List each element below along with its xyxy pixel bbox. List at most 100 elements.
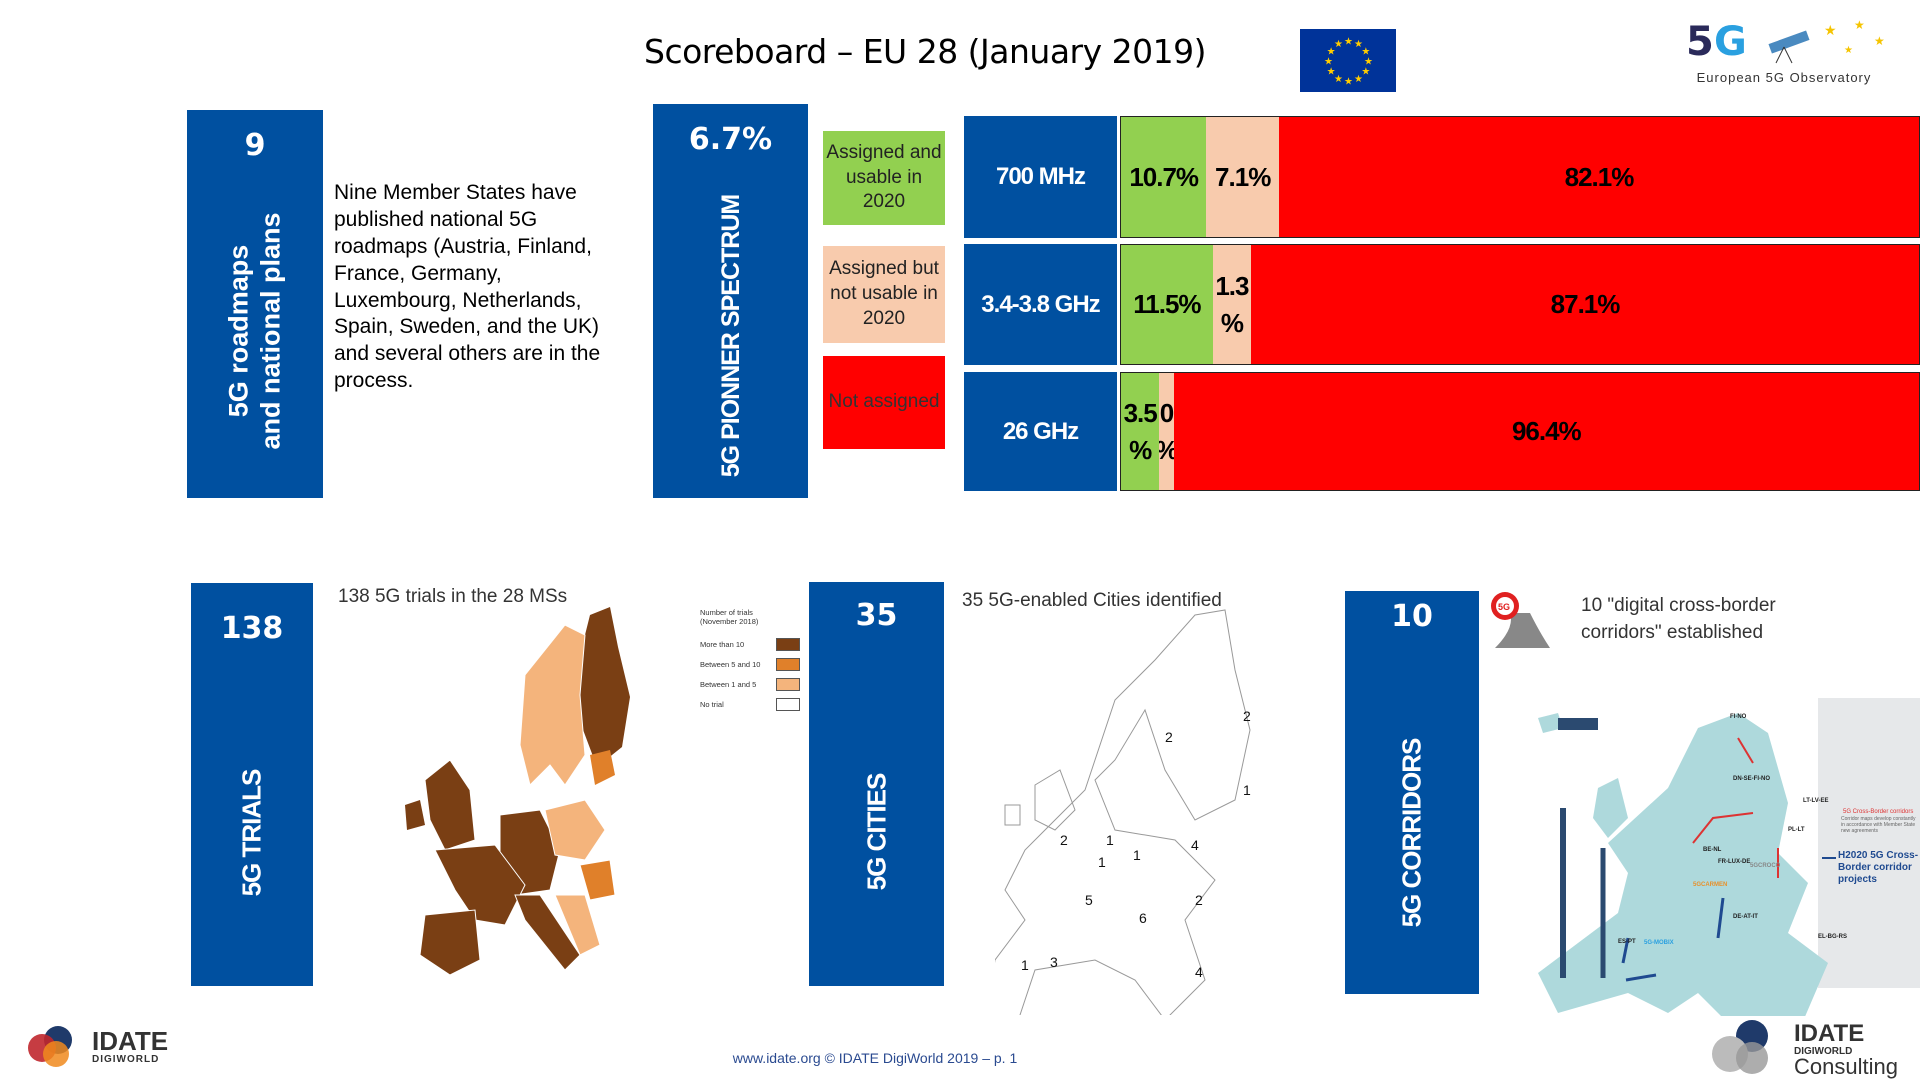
corridor-map-label: 5GCROCO — [1750, 863, 1781, 869]
corridor-map-label: FI-NO — [1730, 714, 1747, 720]
band-segment: 87.1% — [1251, 245, 1919, 364]
corridor-map-label: EL-BG-RS — [1818, 934, 1847, 940]
city-count-label: 1 — [1021, 957, 1029, 973]
trials-value: 138 — [220, 611, 284, 646]
idate-consulting-logo: IDATE DIGIWORLD Consulting — [1706, 1016, 1916, 1079]
svg-text:★: ★ — [1354, 74, 1363, 85]
svg-text:★: ★ — [1327, 47, 1336, 58]
legend-assigned-not-usable: Assigned but not usable in 2020 — [823, 246, 945, 343]
page-title: Scoreboard – EU 28 (January 2019) — [644, 32, 1207, 71]
trials-kpi-box: 138 5G TRIALS — [191, 583, 313, 986]
svg-text:★: ★ — [1327, 67, 1336, 78]
trials-legend: Number of trials (November 2018) More th… — [700, 608, 800, 714]
corridor-map-label: PL-LT — [1788, 827, 1805, 833]
idate-right-logo-text: IDATE — [1794, 1020, 1865, 1047]
city-count-label: 6 — [1139, 910, 1147, 926]
roadmaps-kpi-box: 9 5G roadmaps and national plans — [187, 110, 323, 498]
svg-text:5: 5 — [1686, 19, 1714, 65]
trials-legend-item: More than 10 — [700, 634, 800, 654]
corridor-map-label: LT-LV-EE — [1803, 798, 1828, 804]
band-bar: 10.7% 7.1% 82.1% — [1120, 116, 1920, 238]
corridor-map-label: ES-PT — [1618, 939, 1636, 945]
idate-digiworld-logo: IDATE DIGIWORLD — [22, 1022, 197, 1070]
idate-left-logo-sub: DIGIWORLD — [92, 1054, 160, 1065]
trials-legend-swatch — [776, 657, 800, 671]
svg-text:G: G — [1714, 19, 1747, 65]
corridors-value: 10 — [1391, 599, 1433, 634]
band-segment: 10.7% — [1121, 117, 1207, 237]
band-segment: 96.4% — [1173, 373, 1919, 490]
svg-text:★: ★ — [1874, 34, 1885, 48]
cities-value: 35 — [855, 598, 898, 633]
city-count-label: 2 — [1195, 892, 1203, 908]
corridors-caption: 10 "digital cross-border corridors" esta… — [1581, 595, 1776, 643]
corridors-kpi-box: 10 5G CORRIDORS — [1345, 591, 1479, 994]
band-label: 700 MHz — [964, 116, 1117, 238]
corridors-map-legend-note: Corridor maps develop constantly in acco… — [1841, 816, 1916, 834]
svg-text:5G: 5G — [1498, 602, 1510, 612]
svg-text:★: ★ — [1344, 37, 1353, 48]
city-count-label: 1 — [1133, 847, 1141, 863]
corridor-map-label: DN-SE-FI-NO — [1733, 776, 1770, 782]
svg-text:★: ★ — [1324, 57, 1333, 68]
city-count-label: 1 — [1098, 854, 1106, 870]
idate-right-logo-consulting: Consulting — [1794, 1054, 1898, 1079]
telescope-stars-icon: 5 G ★ ★ ★ ★ — [1686, 18, 1885, 65]
band-label: 3.4-3.8 GHz — [964, 244, 1117, 365]
city-count-label: 5 — [1085, 892, 1093, 908]
trials-legend-swatch — [776, 637, 800, 651]
city-count-label: 1 — [1243, 782, 1251, 798]
band-segment: 82.1% — [1278, 117, 1919, 237]
band-segment: 1.3 % — [1212, 245, 1252, 364]
corridor-map-label: BE-NL — [1703, 847, 1722, 853]
trials-legend-item: No trial — [700, 694, 800, 714]
legend-assigned-usable: Assigned and usable in 2020 — [823, 131, 945, 225]
trials-legend-label: Between 1 and 5 — [700, 679, 757, 689]
trials-legend-swatch — [776, 677, 800, 691]
city-count-label: 3 — [1050, 954, 1058, 970]
eu-stars-icon: ★★★★★★★★★ ★ ★★ — [1324, 37, 1373, 88]
corridors-label: 5G CORRIDORS — [1396, 738, 1427, 928]
svg-text:★: ★ — [1354, 39, 1363, 50]
trials-legend-item: Between 1 and 5 — [700, 674, 800, 694]
city-count-label: 2 — [1165, 729, 1173, 745]
roadmaps-label-line2: and national plans — [256, 212, 286, 450]
trials-legend-label: More than 10 — [700, 639, 745, 649]
trials-legend-swatch — [776, 697, 800, 711]
band-label: 26 GHz — [964, 372, 1117, 491]
svg-text:★: ★ — [1344, 77, 1353, 88]
trials-legend-title: Number of trials (November 2018) — [700, 608, 759, 626]
cities-caption: 35 5G-enabled Cities identified — [962, 590, 1222, 611]
city-count-label: 1 — [1106, 832, 1114, 848]
legend-not-assigned: Not assigned — [823, 356, 945, 449]
idate-consulting-circles-icon — [1712, 1020, 1768, 1074]
city-count-label: 2 — [1243, 708, 1251, 724]
trials-legend-item: Between 5 and 10 — [700, 654, 800, 674]
city-count-label: 2 — [1060, 832, 1068, 848]
band-bar: 3.5 %0 %96.4% — [1120, 372, 1920, 491]
corridors-map: FI-NO DN-SE-FI-NO LT-LV-EE PL-LT BE-NL FR-LUX… — [1538, 698, 1920, 1016]
city-count-label: 4 — [1191, 837, 1199, 853]
5g-road-pin-icon: 5G — [1491, 592, 1550, 648]
spectrum-kpi-box: 6.7% 5G PIONNER SPECTRUM — [653, 104, 808, 498]
svg-text:★: ★ — [1844, 45, 1853, 56]
spectrum-label: 5G PIONNER SPECTRUM — [716, 195, 745, 478]
svg-text:★: ★ — [1361, 67, 1370, 78]
idate-right-logo-sub: DIGIWORLD — [1794, 1046, 1853, 1057]
corridors-map-legend-red: 5G Cross-Border corridors — [1843, 809, 1913, 815]
svg-text:★: ★ — [1364, 57, 1373, 68]
cities-label: 5G CITIES — [860, 774, 891, 891]
svg-text:★: ★ — [1334, 74, 1343, 85]
trials-legend-label: Between 5 and 10 — [700, 659, 761, 669]
svg-text:★: ★ — [1824, 22, 1837, 38]
roadmaps-value: 9 — [244, 128, 266, 163]
svg-text:★: ★ — [1854, 18, 1865, 32]
roadmaps-label: 5G roadmaps and national plans — [223, 213, 288, 450]
corridor-map-label: FR-LUX-DE — [1718, 859, 1750, 865]
corridor-map-label: 5GCARMEN — [1693, 882, 1727, 888]
footer-text: www.idate.org © IDATE DigiWorld 2019 – p… — [732, 1050, 1018, 1066]
svg-text:★: ★ — [1361, 47, 1370, 58]
corridor-map-label: 5G-MOBIX — [1644, 940, 1674, 946]
eu-flag: ★ ★ ★ ★ ★ ★ ★ ★ ★ ★ ★ ★ — [1300, 29, 1396, 92]
